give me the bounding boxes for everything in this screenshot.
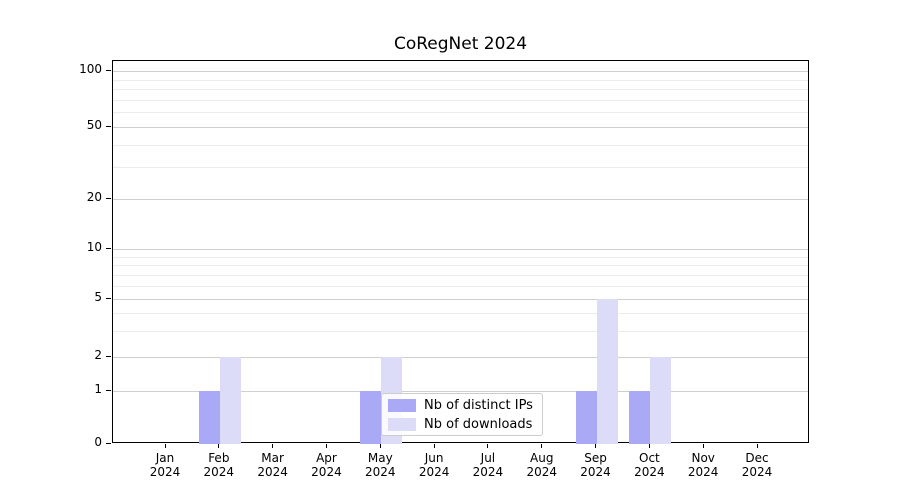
gridline-major [113,357,808,358]
bar-distinct-ips [198,391,220,444]
x-tick-mark [218,444,220,448]
y-tick-label: 0 [94,435,102,449]
x-tick-mark [648,444,650,448]
x-tick-label: Mar 2024 [257,451,288,479]
x-tick-label: Oct 2024 [634,451,665,479]
x-tick-mark [164,444,166,448]
x-tick-label: Feb 2024 [203,451,235,479]
gridline-minor [113,79,808,81]
y-tick-label: 2 [94,348,102,362]
x-tick-label: May 2024 [364,451,396,479]
y-tick-mark [106,69,111,71]
gridline-major [113,199,808,200]
y-tick-label: 5 [94,290,102,304]
bar-distinct-ips [629,391,651,444]
gridline-major [113,71,808,72]
gridline-minor [113,285,808,287]
y-tick-label: 50 [86,118,102,132]
x-tick-label: Jan 2024 [149,451,181,479]
x-tick-mark [325,444,327,448]
gridline-minor [113,274,808,276]
plot-area [112,60,809,444]
y-tick-mark [106,389,111,391]
legend-swatch-distinct-ips [388,398,416,412]
y-tick-label: 10 [86,240,102,254]
gridline-minor [113,89,808,91]
gridline-minor [113,313,808,315]
y-tick-mark [106,297,111,299]
x-tick-mark [595,444,597,448]
y-tick-mark [106,125,111,127]
legend-label-distinct-ips: Nb of distinct IPs [424,397,533,413]
chart-title: CoRegNet 2024 [393,34,528,54]
y-tick-mark [106,355,111,357]
gridline-major [113,391,808,392]
legend-swatch-downloads [388,417,416,431]
x-tick-mark [272,444,274,448]
bar-downloads [219,357,241,444]
x-tick-mark [379,444,381,448]
bar-downloads [650,357,672,444]
x-tick-label: Sep 2024 [580,451,611,479]
y-tick-mark [106,197,111,199]
gridline-minor [113,265,808,267]
gridline-major [113,249,808,250]
x-tick-mark [433,444,435,448]
y-tick-mark [106,442,111,444]
legend: Nb of distinct IPs Nb of downloads [381,393,543,436]
gridline-minor [113,331,808,333]
x-tick-label: Jul 2024 [472,451,504,479]
x-tick-label: Aug 2024 [526,451,557,479]
gridline-minor [113,112,808,114]
x-tick-mark [756,444,758,448]
gridline-major [113,299,808,300]
legend-item-distinct-ips: Nb of distinct IPs [388,398,542,413]
x-tick-mark [541,444,543,448]
gridline-minor [113,99,808,101]
gridline-minor [113,167,808,169]
x-tick-mark [702,444,704,448]
bar-distinct-ips [360,391,382,444]
legend-item-downloads: Nb of downloads [388,417,542,432]
x-tick-label: Jun 2024 [418,451,450,479]
bar-downloads [596,299,618,444]
x-tick-label: Nov 2024 [687,451,719,479]
y-tick-label: 1 [94,382,102,396]
bar-distinct-ips [575,391,597,444]
gridline-major [113,127,808,128]
y-tick-mark [106,247,111,249]
gridline-minor [113,144,808,146]
x-tick-label: Apr 2024 [311,451,342,479]
x-tick-mark [487,444,489,448]
x-tick-label: Dec 2024 [741,451,773,479]
y-tick-label: 20 [86,190,102,204]
legend-label-downloads: Nb of downloads [424,416,533,432]
gridline-minor [113,256,808,258]
y-tick-label: 100 [79,62,102,76]
